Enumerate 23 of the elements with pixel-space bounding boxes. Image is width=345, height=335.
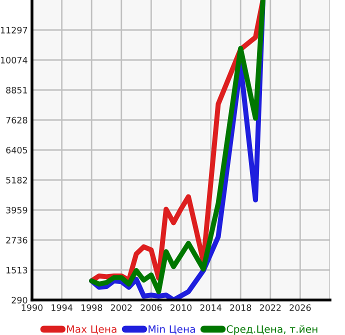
x-tick-label: 2010 xyxy=(170,304,192,311)
x-tick-label: 2014 xyxy=(200,304,222,311)
y-tick-label: 3959 xyxy=(6,206,28,214)
legend-label: Max Цена xyxy=(67,325,116,334)
x-tick-label: 2006 xyxy=(140,304,162,311)
y-tick-label: 290 xyxy=(12,296,28,304)
legend-label: Min Цена xyxy=(148,325,195,334)
x-tick-label: 2022 xyxy=(260,304,281,311)
y-tick-label: 5182 xyxy=(6,176,27,184)
legend-label: Сред.Цена, т.йен xyxy=(226,325,318,335)
y-tick-label: 6405 xyxy=(6,146,28,154)
y-tick-label: 7628 xyxy=(6,116,28,124)
y-tick-label: 11297 xyxy=(0,26,28,34)
y-tick-label: 8851 xyxy=(6,86,28,94)
x-tick-label: 1990 xyxy=(22,304,43,311)
x-tick-label: 2002 xyxy=(110,304,132,311)
y-tick-label: 2736 xyxy=(6,236,28,244)
x-tick-label: 2018 xyxy=(230,304,252,311)
y-tick-label: 1513 xyxy=(6,266,28,274)
y-tick-label: 10074 xyxy=(0,56,28,64)
x-tick-label: 1994 xyxy=(52,304,72,311)
x-tick-label: 1998 xyxy=(81,304,102,311)
x-tick-label: 2026 xyxy=(290,304,311,311)
